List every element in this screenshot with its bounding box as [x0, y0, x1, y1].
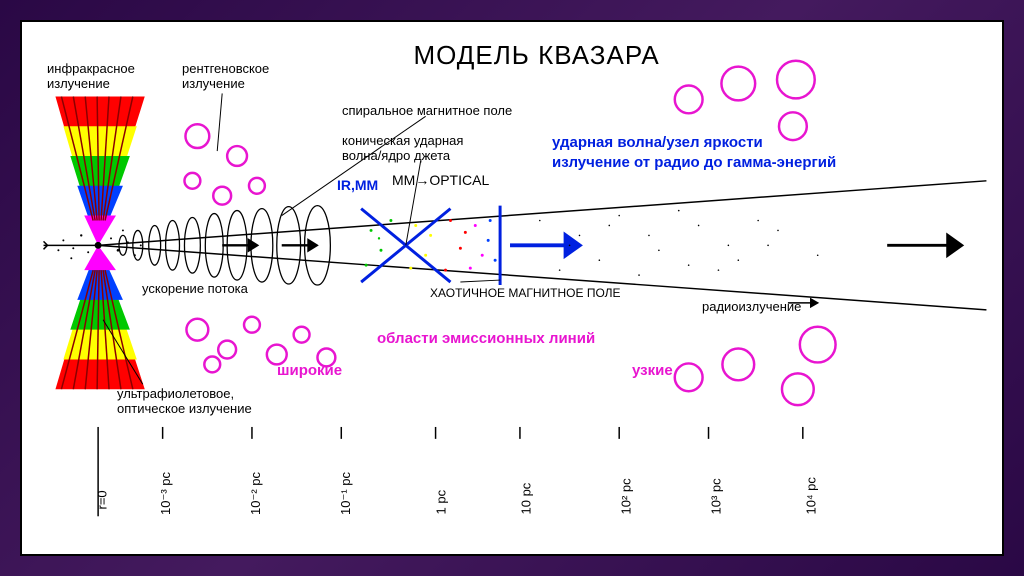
right-arrow-icon [887, 235, 961, 255]
narrow-emission-circles [675, 61, 836, 405]
jet-cone-top [98, 181, 986, 246]
axis-tick-label: 10 pc [519, 483, 534, 515]
jet-cone-bottom [98, 245, 986, 310]
axis-tick-label: 10⁻³ pc [158, 472, 174, 515]
axis-tick-label: 10⁴ pc [804, 477, 819, 514]
axis-tick-label: 10² pc [619, 478, 634, 514]
flow-arrows-icon [222, 240, 316, 250]
axis-tick-label: 10³ pc [709, 478, 724, 514]
diagram-frame: МОДЕЛЬ КВАЗАРА инфракрасноеизлучение рен… [20, 20, 1004, 556]
radio-arrow-icon [788, 299, 818, 307]
chaotic-field-stipple-icon [539, 210, 818, 276]
page-background: МОДЕЛЬ КВАЗАРА инфракрасноеизлучение рен… [0, 0, 1024, 576]
axis-tick-label: 10⁻² pc [248, 472, 264, 515]
axis-tick-label: 1 pc [434, 490, 449, 515]
x-axis [98, 427, 803, 516]
axis-tick-label: 10⁻¹ pc [338, 472, 354, 515]
pointer-lines [103, 93, 500, 384]
